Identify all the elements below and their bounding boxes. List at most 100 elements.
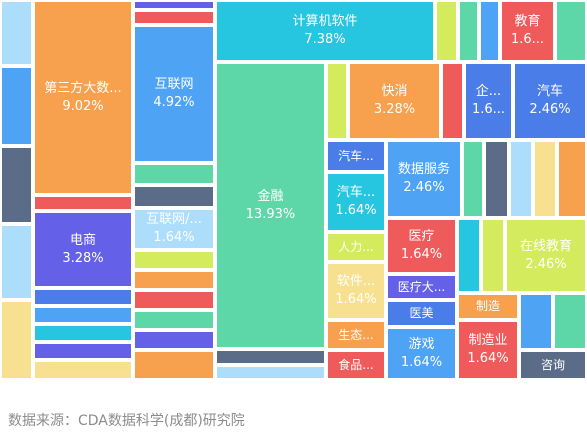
treemap-tile: 医疗大... [386,274,457,300]
treemap-tile-minor [462,140,484,218]
tile-label: 教育 [514,14,541,30]
tile-label: 企... [475,84,502,100]
treemap-tile-minor [133,10,215,25]
treemap-tile-minor [479,0,500,62]
tile-label: 医疗大... [397,279,446,294]
treemap-tile-minor [33,195,133,211]
treemap-tile-minor [484,140,509,218]
treemap-tile-minor [326,62,348,140]
treemap-tile: 汽车... [326,140,386,172]
tile-label: 汽车 [536,84,563,100]
treemap-tile: 制造业 1.64% [457,320,519,380]
treemap-tile: 教育 1.6... [500,0,555,62]
treemap-tile-minor [555,0,587,62]
tile-label: 制造业 [468,333,508,349]
treemap-tile: 在线教育 2.46% [505,218,587,293]
tile-label: 汽车... [338,148,374,163]
treemap-tile-minor [458,0,479,62]
tile-label: 医美 [409,306,434,321]
tile-value: 1.64% [467,351,509,366]
treemap-tile: 医疗 1.64% [386,218,457,274]
tile-label: 计算机软件 [292,14,358,30]
treemap-tile-minor [435,0,458,62]
treemap-tile: 计算机软件 7.38% [215,0,435,62]
tile-label: 电商 [69,232,96,248]
tile-label: 食品... [338,357,374,372]
tile-value: 2.46% [403,180,445,195]
treemap-tile-minor [33,306,133,324]
tile-label: 生态... [338,327,374,342]
treemap-tile: 生态... [326,320,386,350]
tile-label: 第三方大数... [44,80,122,96]
tile-value: 9.02% [62,98,104,114]
tile-label: 医疗 [408,229,435,245]
treemap-tile-minor [133,0,215,10]
treemap-tile-minor [0,0,33,66]
treemap-tile: 数据服务 2.46% [386,140,462,218]
treemap-tile-minor [133,310,215,330]
treemap-tile: 第三方大数... 9.02% [33,0,133,195]
treemap-tile-minor [133,350,215,380]
tile-value: 1.64% [400,247,443,262]
treemap-tile-minor [133,185,215,208]
tile-label: 制造 [475,299,500,314]
tile-value: 1.64% [153,230,195,245]
tile-label: 软件... [336,274,376,290]
treemap-tile-minor [457,218,481,293]
treemap-tile-minor [0,300,33,380]
treemap-tile-minor [481,218,505,293]
treemap-tile: 医美 [386,300,457,327]
treemap-tile-minor [33,324,133,342]
tile-value: 2.46% [525,256,567,272]
treemap-tile-minor [133,163,215,185]
treemap-tile-minor [133,270,215,290]
treemap-tile-minor [215,365,326,380]
treemap-tile: 快消 3.28% [348,62,441,140]
tile-value: 4.92% [153,95,195,110]
tile-value: 1.64% [335,203,377,218]
tile-label: 数据服务 [397,162,450,178]
tile-value: 1.6... [510,32,545,47]
tile-value: 1.64% [400,354,443,370]
treemap-tile-minor [557,140,587,218]
tile-label: 游戏 [408,336,435,352]
tile-label: 互联网/... [146,212,202,228]
tile-label: 咨询 [540,357,565,372]
treemap-tile: 游戏 1.64% [386,327,457,380]
treemap-tile: 互联网/... 1.64% [133,208,215,250]
treemap-tile: 人力... [326,232,386,262]
treemap-tile-minor [33,288,133,306]
treemap-tile: 制造 [457,293,519,320]
source-note: 数据来源：CDA数据科学(成都)研究院 [8,413,245,429]
treemap-tile: 汽车 2.46% [513,62,587,140]
treemap-tile-minor [441,62,464,140]
tile-value: 1.64% [335,292,377,307]
tile-label: 金融 [257,188,284,204]
treemap-tile: 咨询 [519,350,587,380]
treemap-tile-minor [533,140,557,218]
treemap-tile-minor [215,349,326,365]
treemap-tile-minor [133,250,215,270]
treemap-tile: 金融 13.93% [215,62,326,349]
tile-value: 7.38% [304,32,346,47]
treemap-tile: 软件... 1.64% [326,262,386,320]
treemap-tile-minor [33,342,133,360]
treemap-tile-minor [519,293,553,350]
tile-value: 3.28% [62,250,104,266]
treemap-tile-minor [553,293,587,350]
tile-label: 互联网 [154,77,194,93]
treemap-tile-minor [0,146,33,224]
tile-value: 3.28% [373,102,416,117]
tile-label: 快消 [381,84,408,100]
tile-label: 人力... [338,239,374,254]
tile-value: 2.46% [529,102,571,117]
tile-label: 在线教育 [519,238,572,254]
tile-label: 汽车... [336,185,376,201]
treemap-tile: 汽车... 1.64% [326,172,386,232]
treemap-chart: 金融 13.93% 第三方大数... 9.02% 计算机软件 7.38% 互联网 4.92% 电… [0,0,587,380]
treemap-tile-minor [509,140,533,218]
tile-value: 1.6... [471,102,506,117]
treemap-tile-minor [0,66,33,146]
treemap-tile: 互联网 4.92% [133,25,215,163]
treemap-tile-minor [133,290,215,310]
